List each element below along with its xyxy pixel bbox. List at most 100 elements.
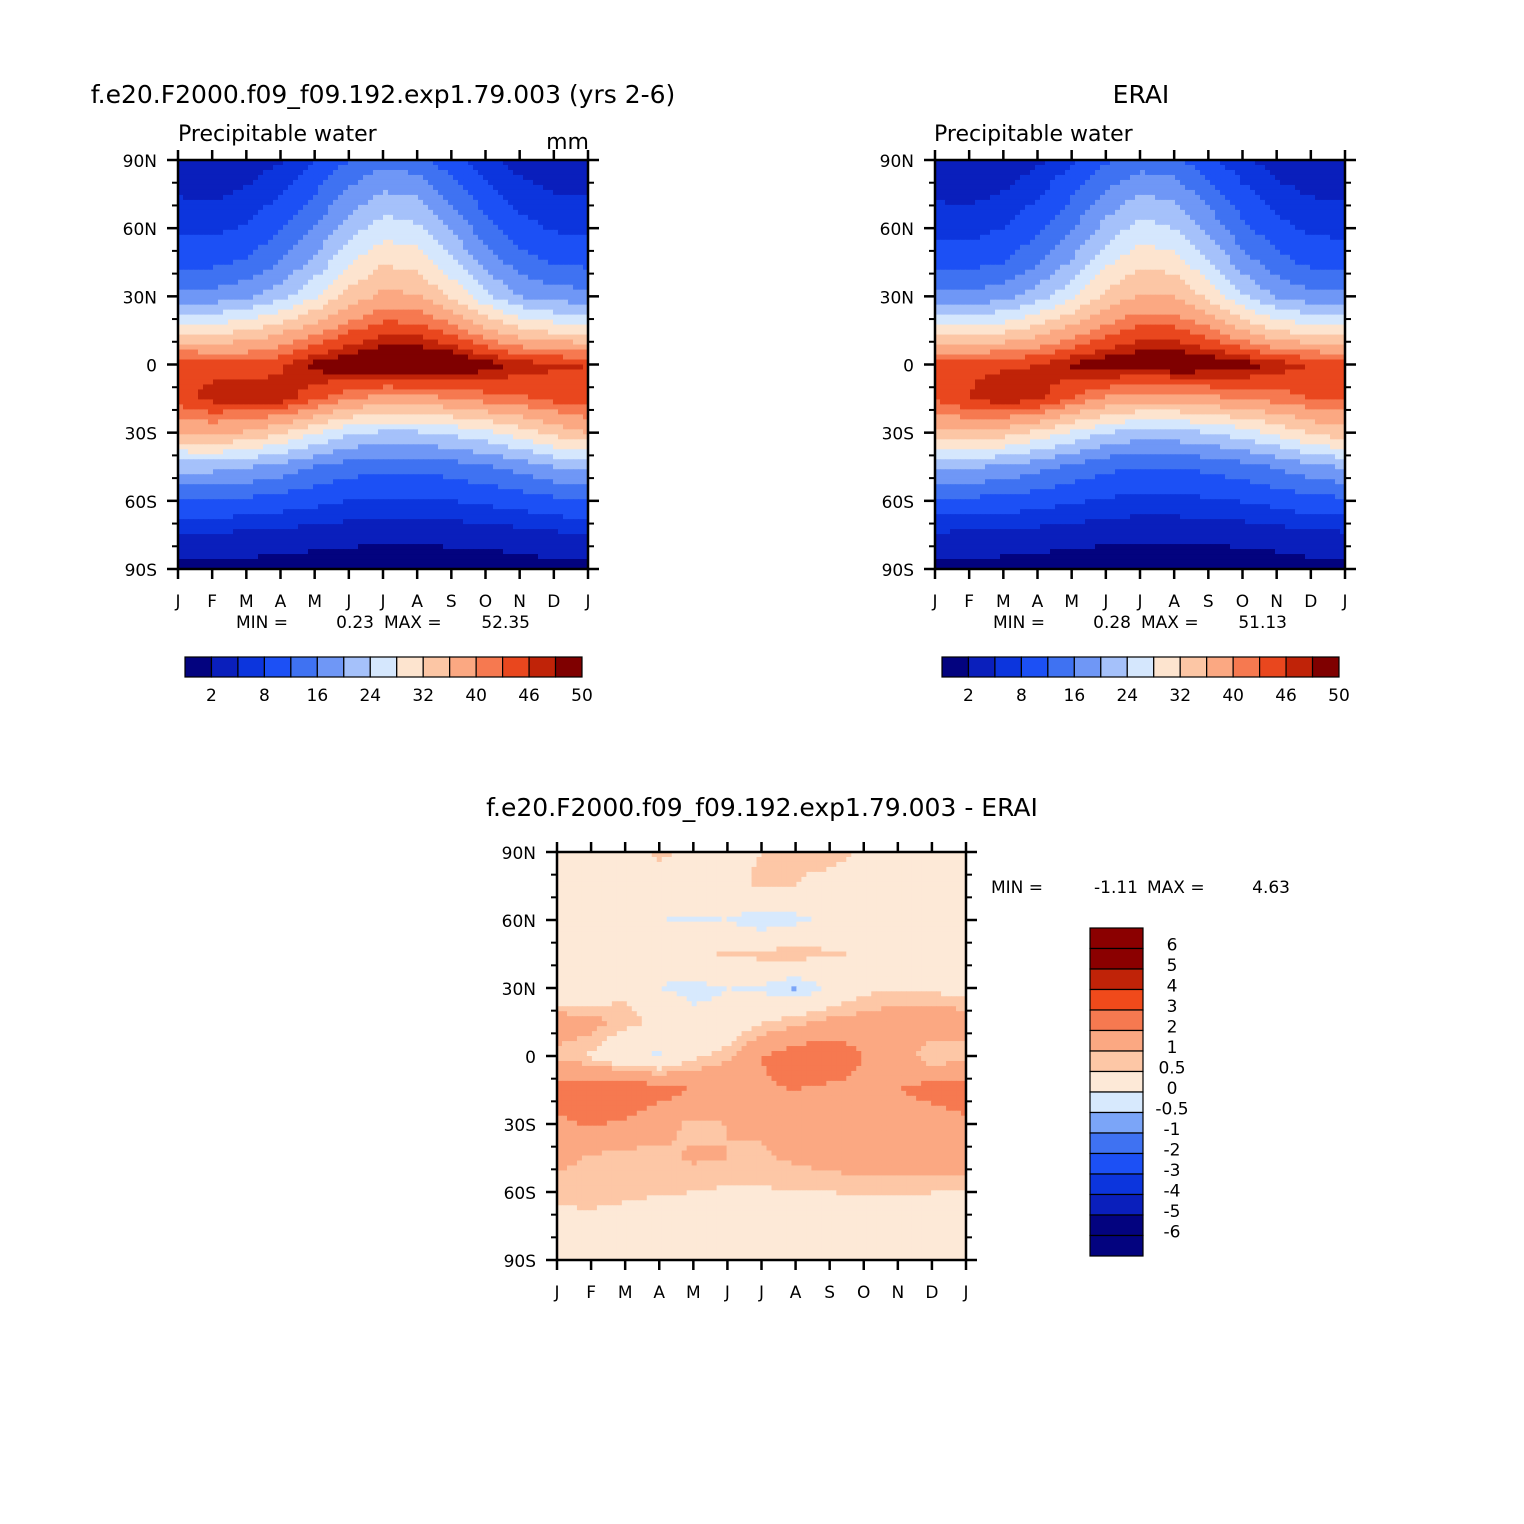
heatmap-cell xyxy=(528,389,534,396)
heatmap-cell xyxy=(263,204,269,211)
heatmap-cell xyxy=(568,354,574,361)
heatmap-cell xyxy=(568,319,574,326)
heatmap-cell xyxy=(458,189,464,196)
heatmap-cell xyxy=(238,199,244,206)
heatmap-cell xyxy=(213,329,219,336)
heatmap-cell xyxy=(273,339,279,346)
heatmap-cell xyxy=(443,299,449,306)
heatmap-cell xyxy=(503,379,509,386)
heatmap-cell xyxy=(508,309,514,316)
heatmap-cell xyxy=(523,334,529,341)
heatmap-cell xyxy=(538,429,544,435)
heatmap-cell xyxy=(418,224,424,231)
heatmap-cell xyxy=(368,254,374,261)
heatmap-cell xyxy=(583,194,589,201)
heatmap-cell xyxy=(403,254,409,261)
heatmap-cell xyxy=(553,189,559,196)
heatmap-cell xyxy=(508,409,514,415)
heatmap-cell xyxy=(188,214,194,221)
heatmap-cell xyxy=(248,429,254,435)
heatmap-cell xyxy=(288,444,294,450)
heatmap-cell xyxy=(518,234,524,241)
heatmap-cell xyxy=(253,169,259,176)
heatmap-cell xyxy=(218,449,224,455)
heatmap-cell xyxy=(433,424,439,430)
heatmap-cell xyxy=(358,324,364,331)
heatmap-cell xyxy=(198,379,204,386)
heatmap-cell xyxy=(188,359,194,366)
heatmap-cell xyxy=(243,309,249,316)
heatmap-cell xyxy=(443,374,449,381)
heatmap-cell xyxy=(283,394,289,401)
heatmap-cell xyxy=(203,334,209,341)
heatmap-cell xyxy=(448,239,454,246)
heatmap-cell xyxy=(378,399,384,405)
heatmap-cell xyxy=(273,384,279,391)
heatmap-cell xyxy=(268,219,274,226)
heatmap-cell xyxy=(293,319,299,326)
heatmap-cell xyxy=(198,289,204,296)
heatmap-cell xyxy=(583,454,589,460)
heatmap-cell xyxy=(553,289,559,296)
heatmap-cell xyxy=(328,459,334,465)
heatmap-cell xyxy=(388,214,394,221)
heatmap-cell xyxy=(383,319,389,326)
heatmap-cell xyxy=(513,299,519,306)
heatmap-cell xyxy=(433,444,439,450)
heatmap-cell xyxy=(203,264,209,271)
heatmap-cell xyxy=(323,229,329,236)
heatmap-cell xyxy=(333,184,339,191)
heatmap-cell xyxy=(558,174,564,181)
heatmap-cell xyxy=(488,214,494,221)
heatmap-cell xyxy=(253,459,259,465)
heatmap-cell xyxy=(278,379,284,386)
heatmap-cell xyxy=(193,389,199,396)
heatmap-cell xyxy=(468,394,474,401)
heatmap-cell xyxy=(508,449,514,455)
heatmap-cell xyxy=(263,174,269,181)
heatmap-cell xyxy=(403,199,409,206)
heatmap-cell xyxy=(493,379,499,386)
heatmap-cell xyxy=(378,374,384,381)
heatmap-cell xyxy=(488,414,494,420)
heatmap-cell xyxy=(223,394,229,401)
heatmap-cell xyxy=(563,414,569,420)
heatmap-cell xyxy=(398,294,404,301)
heatmap-cell xyxy=(563,349,569,356)
heatmap-cell xyxy=(283,444,289,450)
heatmap-cell xyxy=(578,189,584,196)
heatmap-cell xyxy=(303,204,309,211)
heatmap-cell xyxy=(218,324,224,331)
heatmap-cell xyxy=(493,419,499,425)
heatmap-cell xyxy=(233,379,239,386)
heatmap-cell xyxy=(293,259,299,266)
heatmap-cell xyxy=(323,449,329,455)
heatmap-cell xyxy=(438,424,444,430)
heatmap-cell xyxy=(513,264,519,271)
heatmap-cell xyxy=(348,399,354,405)
heatmap-cell xyxy=(243,449,249,455)
heatmap-cell xyxy=(583,254,589,261)
heatmap-cell xyxy=(488,209,494,216)
heatmap-cell xyxy=(498,324,504,331)
heatmap-cell xyxy=(388,309,394,316)
heatmap-cell xyxy=(218,364,224,371)
heatmap-cell xyxy=(528,459,534,465)
heatmap-cell xyxy=(528,229,534,236)
heatmap-cell xyxy=(238,449,244,455)
heatmap-cell xyxy=(208,329,214,336)
heatmap-cell xyxy=(223,344,229,351)
heatmap-cell xyxy=(478,204,484,211)
heatmap-cell xyxy=(253,359,259,366)
heatmap-cell xyxy=(533,399,539,405)
heatmap-cell xyxy=(303,354,309,361)
heatmap-cell xyxy=(443,349,449,356)
heatmap-cell xyxy=(423,294,429,301)
heatmap-cell xyxy=(278,414,284,420)
heatmap-cell xyxy=(243,359,249,366)
heatmap-cell xyxy=(263,229,269,236)
heatmap-cell xyxy=(443,284,449,291)
heatmap-cell xyxy=(408,179,414,186)
heatmap-cell xyxy=(558,274,564,281)
